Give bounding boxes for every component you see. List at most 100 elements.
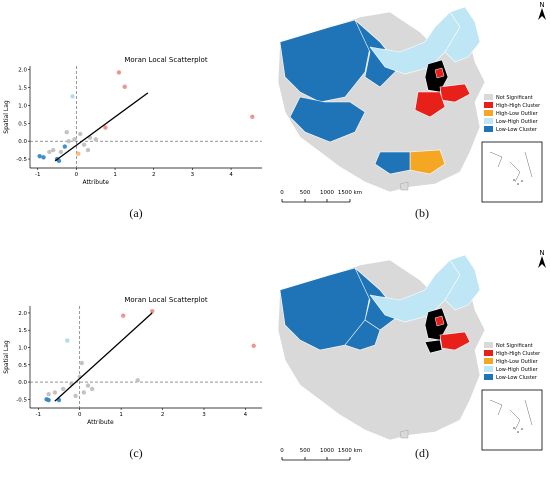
scatter-point-ns	[79, 360, 84, 366]
x-axis-label: Attribute	[82, 179, 109, 186]
x-tick-label: 4	[229, 172, 233, 178]
svg-text:Not Significant: Not Significant	[496, 95, 533, 101]
scatter-point-hh	[121, 313, 126, 318]
y-tick-label: 0.0	[18, 380, 27, 386]
regression-line	[54, 92, 149, 162]
svg-text:1500 km: 1500 km	[338, 190, 362, 196]
region-shandong-d	[439, 331, 471, 351]
x-tick-label: -1	[35, 172, 40, 178]
legend-b: Not Significant High-High Cluster High-L…	[484, 94, 541, 133]
region-henan-d	[424, 339, 443, 354]
x-tick-label: 3	[191, 172, 195, 178]
svg-text:1000: 1000	[320, 448, 334, 454]
svg-text:N: N	[539, 250, 544, 257]
caption-d: (d)	[415, 446, 429, 460]
scatter-point-ns	[51, 147, 56, 153]
chart-title: Moran Local Scatterplot	[124, 56, 207, 64]
regression-line	[54, 312, 153, 402]
region-guangxi-b	[374, 151, 411, 175]
scatter-point-ns	[72, 137, 77, 142]
scatter-point-ll	[41, 155, 46, 160]
svg-text:Low-Low Cluster: Low-Low Cluster	[496, 127, 538, 133]
svg-text:Low-High Outlier: Low-High Outlier	[496, 367, 539, 373]
scatter-point-ns	[85, 147, 91, 153]
scatter-point-lh	[70, 94, 75, 99]
scale-bar: 0 500 1000 1500 km	[280, 190, 362, 203]
region-northeast-b	[444, 6, 481, 63]
scatter-point-hh	[103, 125, 108, 130]
svg-text:N: N	[539, 2, 544, 9]
scatter-point-hh	[150, 308, 155, 314]
y-tick-label: 1.0	[18, 345, 27, 351]
y-tick-label: 2.0	[18, 311, 27, 317]
scatter-point-ns	[81, 142, 87, 147]
scatter-point-ns	[46, 391, 51, 397]
x-tick-label: 2	[161, 412, 165, 418]
y-axis-label: Spatial Lag	[3, 100, 10, 134]
scatter-point-ll	[56, 158, 62, 164]
x-tick-label: 0	[75, 172, 79, 178]
scatter-plot-c: Moran Local Scatterplot -1 0 1 2 3 4 -0.5 0.0 0.5…	[3, 296, 262, 426]
map-panel-b: N 0 500 1000 1500 km Not Significant Hig…	[270, 1, 550, 232]
scatter-panel-a: Moran Local Scatterplot -1 0 1 2 3 4 -0.5 0.0 0.5…	[0, 50, 270, 200]
chart-title: Moran Local Scatterplot	[124, 296, 207, 304]
svg-text:High-Low Outlier: High-Low Outlier	[496, 359, 539, 365]
svg-text:High-Low Outlier: High-Low Outlier	[496, 111, 539, 117]
legend-d: Not Significant High-High Cluster High-L…	[484, 342, 541, 381]
svg-text:Low-High Outlier: Low-High Outlier	[496, 119, 539, 125]
scatter-point-ns	[47, 149, 52, 155]
region-tibet-b	[289, 96, 366, 143]
y-tick-label: 1.5	[18, 85, 27, 91]
svg-text:High-High Cluster: High-High Cluster	[496, 351, 541, 357]
scatter-point-hh	[250, 114, 255, 120]
scatter-point-ll	[46, 397, 51, 403]
y-tick-label: -0.5	[16, 157, 27, 163]
svg-text:1000: 1000	[320, 190, 334, 196]
x-tick-label: 3	[202, 412, 206, 418]
scatter-point-ll	[37, 153, 42, 159]
region-beijing-b	[434, 67, 445, 79]
x-tick-label: 1	[119, 412, 123, 418]
region-qinghai-d	[344, 319, 381, 351]
x-tick-label: 0	[78, 412, 82, 418]
x-tick-label: -1	[36, 412, 41, 418]
y-tick-label: 2.0	[18, 68, 27, 74]
svg-text:0: 0	[280, 190, 284, 196]
map-panel-d: N 0 500 1000 1500 km Not Significant Hig…	[270, 249, 550, 480]
x-tick-label: 4	[244, 412, 248, 418]
scatter-point-hh	[122, 84, 127, 89]
scatter-point-hl	[76, 151, 81, 156]
x-axis-label: Attribute	[87, 419, 114, 426]
scatter-point-ns	[89, 386, 95, 392]
scatter-point-ns	[66, 138, 71, 144]
china-map-d: N 0 500 1000 1500 km Not Significant Hig…	[277, 249, 546, 461]
y-tick-label: 0.5	[18, 363, 27, 369]
scatter-point-lh	[65, 338, 70, 343]
north-arrow-icon: N	[538, 249, 546, 268]
caption-b: (b)	[415, 206, 429, 220]
scatter-point-ns	[58, 149, 64, 155]
china-map-b: N 0 500 1000 1500 km Not Significant Hig…	[277, 1, 546, 203]
scatter-plot-a: Moran Local Scatterplot -1 0 1 2 3 4 -0.5 0.0 0.5…	[3, 56, 262, 186]
region-hainan-b	[399, 181, 409, 191]
region-northeast-d	[444, 254, 481, 311]
svg-text:500: 500	[300, 448, 311, 454]
y-tick-label: 1.0	[18, 103, 27, 109]
y-tick-label: 0.5	[18, 121, 27, 127]
x-tick-label: 1	[113, 172, 117, 178]
scatter-point-ns	[64, 130, 69, 135]
svg-text:Not Significant: Not Significant	[496, 343, 533, 349]
region-henan-b	[414, 91, 446, 118]
region-beijing-d	[434, 315, 445, 327]
scatter-panel-c: Moran Local Scatterplot -1 0 1 2 3 4 -0.5 0.0 0.5…	[0, 290, 270, 440]
scatter-point-ns	[52, 390, 58, 395]
north-arrow-icon: N	[538, 1, 546, 20]
y-tick-label: 1.5	[18, 328, 27, 334]
scatter-point-ns	[93, 137, 98, 142]
scatter-point-ns	[81, 390, 87, 395]
scale-bar: 0 500 1000 1500 km	[280, 448, 362, 461]
scatter-point-ns	[60, 386, 66, 392]
svg-text:500: 500	[300, 190, 311, 196]
svg-text:Low-Low Cluster: Low-Low Cluster	[496, 375, 538, 381]
caption-a: (a)	[129, 206, 143, 220]
